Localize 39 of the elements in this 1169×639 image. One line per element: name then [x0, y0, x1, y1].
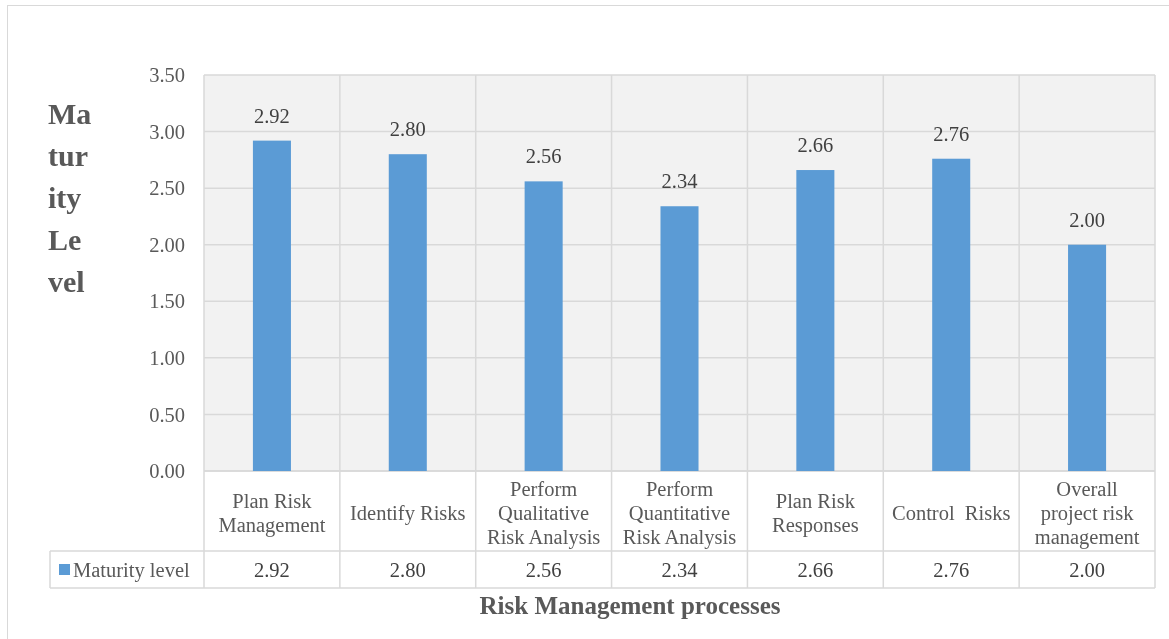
- y-tick-label: 3.50: [149, 64, 185, 87]
- bar: [252, 140, 291, 471]
- bar: [524, 181, 563, 471]
- y-tick-label: 0.50: [149, 403, 185, 426]
- text: 2.80: [389, 118, 426, 141]
- data-label: 2.92: [253, 558, 290, 581]
- text: 2.76: [933, 122, 970, 145]
- x-tick-label: Plan Risk Management: [218, 490, 326, 538]
- data-label: 2.76: [933, 558, 970, 581]
- bar: [1068, 244, 1107, 471]
- y-tick-label: 0.00: [149, 460, 185, 483]
- x-axis-title: Risk Management processes: [479, 592, 781, 619]
- legend-label: Maturity level: [73, 558, 191, 582]
- y-tick-label: 2.00: [149, 233, 185, 256]
- data-label: 2.80: [389, 558, 426, 581]
- y-axis-title: Maturity Level: [48, 97, 92, 298]
- x-tick-label: Perform Qualitative Risk Analysis: [486, 478, 601, 550]
- data-label: 2.34: [661, 558, 698, 581]
- y-tick-label: 3.00: [149, 120, 185, 143]
- bar: [932, 158, 971, 471]
- text: 2.34: [661, 170, 698, 193]
- y-tick-label: 1.50: [149, 290, 185, 313]
- text: 2.66: [797, 134, 834, 157]
- y-tick-label: 1.00: [149, 347, 185, 370]
- y-tick-label: 2.50: [149, 177, 185, 200]
- text: 2.92: [253, 104, 290, 127]
- bar: [388, 154, 427, 471]
- data-label: 2.66: [797, 558, 834, 581]
- x-tick-label: Perform Quantitative Risk Analysis: [622, 478, 737, 550]
- bar: [796, 170, 835, 471]
- data-label: 2.56: [525, 558, 562, 581]
- x-tick-label: Control Risks: [891, 502, 1011, 525]
- x-tick-label: Plan Risk Responses: [772, 490, 859, 538]
- text: 2.00: [1069, 208, 1106, 231]
- x-tick-label: Overall project risk management: [1034, 478, 1140, 550]
- bar: [660, 206, 699, 471]
- data-label: 2.00: [1069, 558, 1106, 581]
- x-tick-label: Identify Risks: [349, 502, 466, 526]
- text: 2.56: [525, 145, 562, 168]
